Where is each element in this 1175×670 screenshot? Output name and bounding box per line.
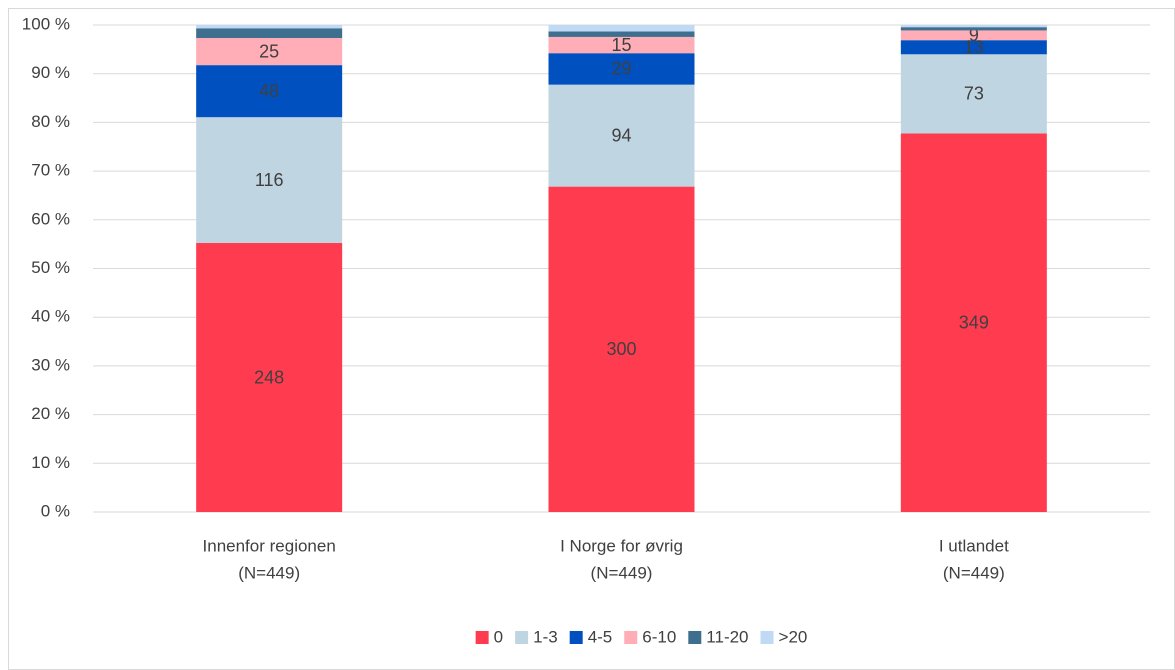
- legend-swatch: [688, 631, 702, 644]
- y-tick-label: 70 %: [31, 161, 70, 180]
- bar-segment: [900, 133, 1047, 512]
- legend-label: >20: [779, 627, 808, 646]
- bar-segment: [196, 243, 343, 512]
- x-tick-label: (N=449): [591, 563, 653, 582]
- bar-segment: [900, 30, 1047, 41]
- data-label: 116: [255, 170, 284, 190]
- legend-swatch: [624, 631, 638, 644]
- x-tick-label: I utlandet: [939, 536, 1009, 555]
- y-tick-label: 50 %: [31, 258, 70, 277]
- x-tick-label: Innenfor regionen: [203, 536, 336, 555]
- bar-segment: [548, 186, 695, 513]
- legend-swatch: [760, 631, 774, 644]
- y-tick-label: 10 %: [31, 453, 70, 472]
- legend-label: 1-3: [533, 627, 558, 646]
- bar-segment: [196, 38, 343, 66]
- legend-swatch: [475, 631, 489, 644]
- bar-segment: [548, 53, 695, 85]
- bar-segment: [900, 40, 1047, 55]
- data-label: 349: [959, 312, 989, 332]
- data-label: 9: [969, 25, 979, 45]
- data-label: 25: [259, 41, 279, 61]
- bar-segment: [196, 28, 343, 39]
- data-label: 48: [259, 81, 279, 101]
- bar-segment: [900, 54, 1047, 134]
- y-tick-label: 40 %: [31, 307, 70, 326]
- x-tick-label: (N=449): [943, 563, 1005, 582]
- legend-label: 6-10: [642, 627, 676, 646]
- bar-segment: [196, 25, 343, 29]
- data-label: 300: [606, 339, 636, 359]
- legend-swatch: [569, 631, 583, 644]
- legend-label: 11-20: [706, 627, 748, 646]
- legend-label: 0: [494, 627, 503, 646]
- data-label: 94: [611, 125, 631, 145]
- y-tick-label: 0 %: [41, 501, 70, 520]
- y-tick-label: 30 %: [31, 355, 70, 374]
- legend-swatch: [515, 631, 529, 644]
- y-tick-label: 20 %: [31, 404, 70, 423]
- x-tick-label: (N=449): [238, 563, 300, 582]
- bar-segment: [196, 117, 343, 244]
- data-label: 73: [964, 84, 984, 104]
- bar-segment: [548, 84, 695, 187]
- bar-segment: [196, 65, 343, 118]
- y-tick-label: 100 %: [22, 14, 70, 33]
- y-tick-label: 80 %: [31, 112, 70, 131]
- data-label: 29: [611, 59, 631, 79]
- bar-segment: [900, 25, 1047, 28]
- data-label: 13: [964, 37, 984, 57]
- x-tick-label: I Norge for øvrig: [560, 536, 683, 555]
- data-label: 248: [254, 367, 284, 387]
- legend-label: 4-5: [588, 627, 613, 646]
- data-label: 15: [611, 35, 631, 55]
- bar-segment: [548, 31, 695, 37]
- bar-segment: [900, 27, 1047, 31]
- y-tick-label: 60 %: [31, 209, 70, 228]
- y-tick-label: 90 %: [31, 63, 70, 82]
- bar-segment: [548, 25, 695, 32]
- bar-segment: [548, 36, 695, 54]
